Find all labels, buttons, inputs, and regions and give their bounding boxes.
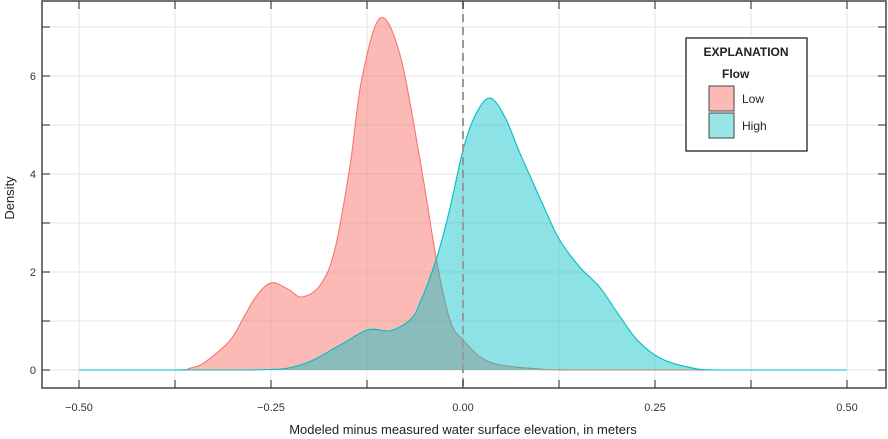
legend-swatch-high: [708, 112, 735, 139]
legend-title: EXPLANATION: [703, 45, 788, 59]
density-area-high: [79, 98, 847, 370]
x-tick-label: 0.25: [644, 402, 665, 414]
density-areas: [78, 17, 847, 371]
x-tick-label: 0.50: [836, 402, 857, 414]
density-line-low: [78, 17, 847, 371]
legend-label-low: Low: [742, 92, 764, 106]
y-tick-label: 2: [30, 267, 36, 279]
y-tick-label: 6: [30, 71, 36, 83]
x-tick-label: 0.00: [452, 402, 473, 414]
y-tick-label: 4: [30, 169, 36, 181]
legend-box: [685, 37, 808, 152]
axis-ticks: −0.50 −0.25 0.00 0.25 0.50 0 2 4 6: [30, 1, 886, 414]
y-axis-label: Density: [2, 176, 17, 220]
x-axis-label: Modeled minus measured water surface ele…: [289, 422, 637, 437]
legend: EXPLANATION Flow Low High: [685, 37, 808, 152]
x-tick-label: −0.25: [257, 402, 285, 414]
plot-panel-border: [41, 0, 887, 389]
legend-label-high: High: [742, 119, 767, 133]
y-tick-label: 0: [30, 365, 36, 377]
x-tick-label: −0.50: [65, 402, 93, 414]
legend-swatch-low: [708, 85, 735, 112]
legend-subtitle: Flow: [722, 67, 750, 81]
density-line-high: [78, 97, 847, 371]
